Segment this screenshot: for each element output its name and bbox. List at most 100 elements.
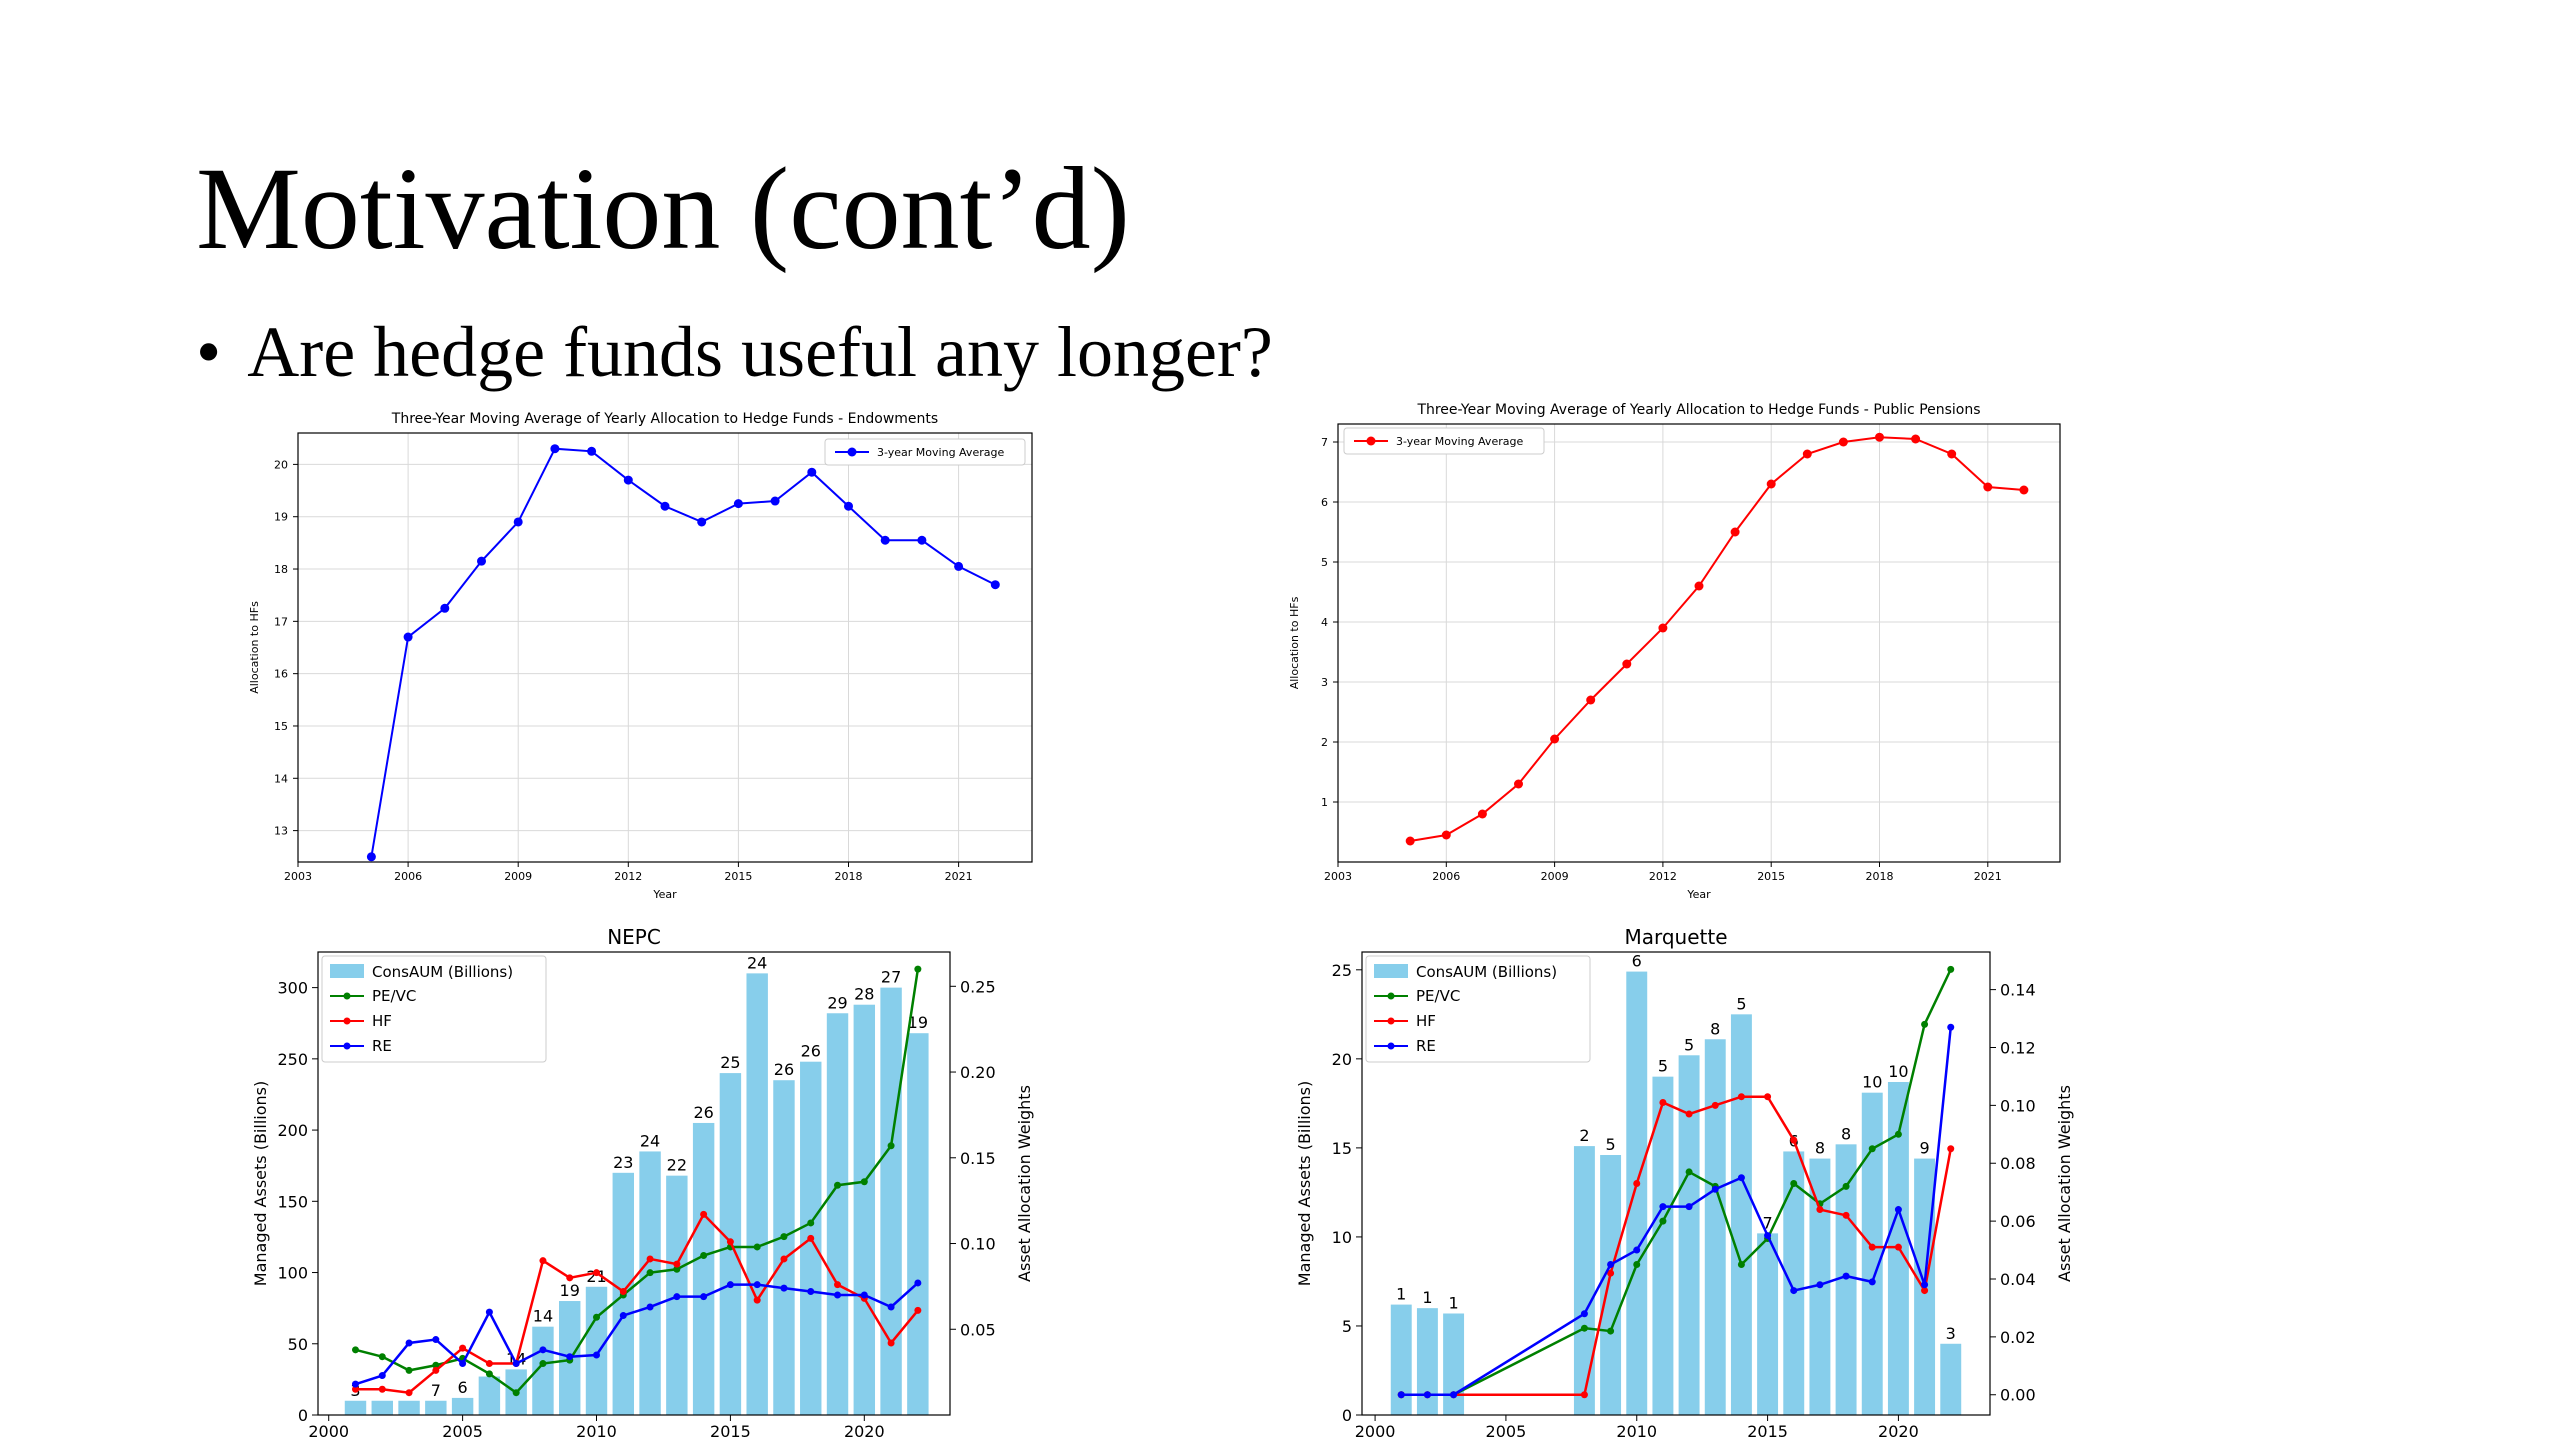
x-tick-label: 2003 (284, 870, 312, 883)
y2-tick-label: 0.00 (2000, 1386, 2036, 1405)
x-tick-label: 2000 (308, 1422, 349, 1440)
bar (1573, 1146, 1595, 1415)
legend-label: ConsAUM (Billions) (1416, 963, 1557, 981)
y-axis-label: Allocation to HFs (1288, 596, 1301, 689)
data-point (405, 1389, 413, 1397)
data-point (485, 1360, 493, 1368)
data-point (366, 852, 376, 862)
data-point (1423, 1391, 1431, 1399)
x-tick-label: 2020 (1878, 1422, 1919, 1440)
data-point (780, 1284, 788, 1292)
y-tick-label: 20 (1332, 1050, 1352, 1069)
data-point (378, 1385, 386, 1393)
data-point (440, 603, 450, 613)
legend-marker (343, 1042, 351, 1050)
x-tick-label: 2000 (1355, 1422, 1396, 1440)
data-point (1477, 809, 1487, 819)
data-point (485, 1308, 493, 1316)
y-tick-label: 16 (274, 668, 288, 681)
data-point (1842, 1182, 1850, 1190)
bar (639, 1151, 661, 1415)
y2-tick-label: 0.15 (960, 1149, 996, 1168)
bar (1783, 1151, 1805, 1415)
data-point (807, 1288, 815, 1296)
bar (1861, 1092, 1883, 1415)
data-point (593, 1269, 601, 1277)
data-point (834, 1291, 842, 1299)
legend-label: 3-year Moving Average (877, 446, 1004, 459)
y2-tick-label: 0.12 (2000, 1038, 2036, 1057)
data-point (1816, 1206, 1824, 1214)
legend-label: ConsAUM (Billions) (372, 963, 513, 981)
data-point (459, 1360, 467, 1368)
data-point (1764, 1093, 1772, 1101)
data-point (673, 1293, 681, 1301)
data-point (834, 1281, 842, 1289)
plot-frame (1337, 423, 2061, 863)
data-point (1875, 432, 1884, 442)
legend-label: HF (372, 1012, 392, 1030)
legend-box (824, 438, 1026, 466)
x-axis-label: Year (1686, 888, 1711, 901)
series-line (355, 1282, 919, 1386)
data-point (1633, 1246, 1641, 1254)
bar-label: 29 (827, 993, 847, 1012)
y2-axis-label: Asset Allocation Weights (1015, 1085, 1034, 1282)
legend-marker (1387, 992, 1395, 1000)
data-point (887, 1339, 895, 1347)
data-point (378, 1372, 386, 1380)
bar-label: 26 (693, 1103, 713, 1122)
data-point (1441, 830, 1451, 840)
data-point (1894, 1130, 1902, 1138)
legend-label: RE (372, 1037, 392, 1055)
chart-title: Marquette (1624, 925, 1727, 949)
data-point (1921, 1281, 1929, 1289)
legend-marker (343, 992, 351, 1000)
y2-tick-label: 0.08 (2000, 1154, 2036, 1173)
data-point (459, 1344, 467, 1352)
bar (1757, 1233, 1779, 1415)
data-point (1586, 695, 1596, 705)
bar (1730, 1014, 1752, 1415)
x-tick-label: 2005 (442, 1422, 483, 1440)
data-point (1842, 1272, 1850, 1280)
data-point (1894, 1243, 1902, 1251)
data-point (432, 1366, 440, 1374)
data-point (887, 1303, 895, 1311)
data-point (539, 1257, 547, 1265)
bar (1443, 1313, 1465, 1415)
data-point (1685, 1203, 1693, 1211)
bar-label: 2 (1579, 1126, 1589, 1145)
data-point (403, 632, 413, 642)
data-point (1659, 1098, 1667, 1106)
y-axis-label: Allocation to HFs (248, 601, 261, 694)
data-point (1633, 1261, 1641, 1269)
bar-label: 1 (1448, 1293, 1458, 1312)
data-point (1685, 1168, 1693, 1176)
x-tick-label: 2015 (724, 870, 752, 883)
data-point (697, 517, 707, 527)
y-tick-label: 5 (1321, 556, 1328, 569)
bar-label: 9 (1919, 1139, 1929, 1158)
data-point (550, 444, 560, 454)
y-tick-label: 4 (1321, 616, 1328, 629)
x-axis-label: Year (652, 888, 677, 901)
data-point (539, 1360, 547, 1368)
data-point (1580, 1324, 1588, 1332)
data-point (593, 1351, 601, 1359)
bar (907, 1033, 929, 1415)
bar-label: 14 (533, 1307, 553, 1326)
legend-marker (847, 447, 857, 457)
data-point (914, 965, 922, 973)
bar (478, 1376, 501, 1415)
data-point (1816, 1281, 1824, 1289)
y-tick-label: 50 (288, 1335, 308, 1354)
y-tick-label: 100 (277, 1264, 308, 1283)
x-tick-label: 2015 (710, 1422, 751, 1440)
data-point (593, 1313, 601, 1321)
data-point (673, 1265, 681, 1273)
y-tick-label: 15 (274, 720, 288, 733)
y2-axis-label: Asset Allocation Weights (2055, 1085, 2074, 1282)
y-tick-label: 20 (274, 458, 288, 471)
slide-title: Motivation (cont’d) (196, 143, 1130, 274)
